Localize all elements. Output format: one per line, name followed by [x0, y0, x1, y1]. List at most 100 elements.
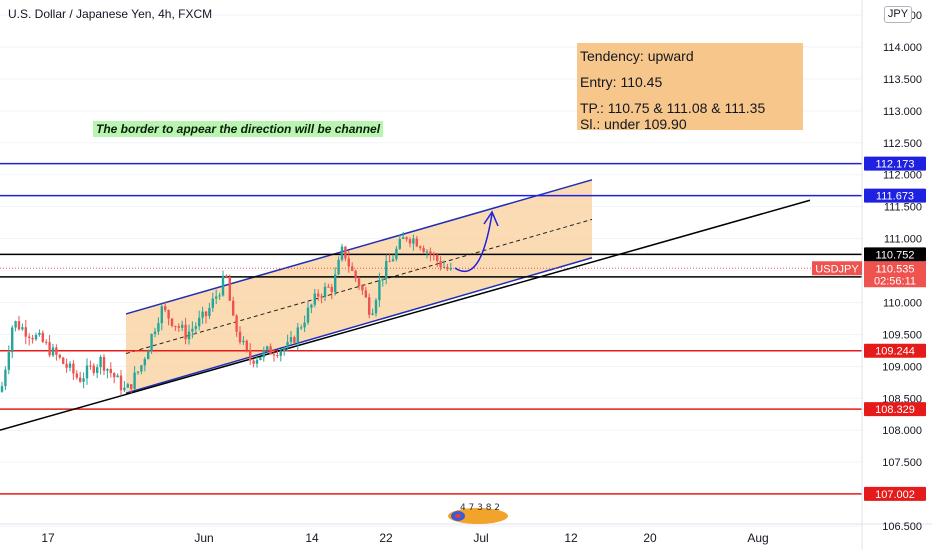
candle-body: [252, 360, 255, 364]
candle-body: [31, 338, 34, 340]
candle-body: [381, 278, 384, 281]
candle-body: [340, 246, 344, 260]
candle-body: [337, 259, 340, 275]
time-tick-label: Jul: [473, 531, 488, 545]
price-tick-label: 106.500: [882, 521, 922, 533]
time-tick-label: Aug: [747, 531, 768, 545]
candle-body: [232, 300, 235, 316]
candle-body: [11, 327, 14, 353]
candle-body: [425, 251, 429, 253]
candle-body: [58, 354, 61, 358]
candle-body: [374, 300, 378, 314]
candle-body: [255, 359, 259, 364]
time-tick-label: Jun: [194, 531, 213, 545]
candle-body: [85, 365, 89, 379]
price-tick-label: 114.000: [883, 42, 922, 54]
last-price-countdown: 02:56:11: [874, 275, 916, 287]
entry-text: Entry: 110.45: [580, 74, 663, 90]
candle-body: [119, 375, 123, 391]
candle-body: [286, 341, 289, 349]
candle-body: [184, 324, 187, 340]
candle-body: [388, 261, 391, 263]
candle-body: [327, 286, 330, 288]
candle-body: [221, 275, 225, 296]
level-tag-bg: [864, 343, 926, 358]
watermark-digits: 4 7 3 8 2: [460, 503, 500, 513]
time-tick-label: 14: [305, 531, 319, 545]
candle-body: [14, 321, 17, 328]
candle-body: [334, 274, 337, 293]
candle-body: [449, 268, 452, 270]
candle-body: [174, 325, 177, 327]
candle-body: [368, 297, 371, 315]
candle-body: [313, 293, 316, 305]
candle-body: [201, 311, 204, 318]
candle-body: [38, 332, 41, 335]
channel-note: The border to appear the direction will …: [93, 121, 384, 137]
support-trendline: [0, 199, 811, 431]
price-tick-label: 108.000: [882, 425, 922, 437]
price-tick-label: 107.500: [882, 457, 922, 469]
candle-body: [249, 350, 252, 361]
candle-body: [75, 373, 78, 378]
candle-body: [218, 295, 221, 297]
candle-body: [310, 304, 313, 308]
candle-body: [191, 328, 194, 332]
candle-body: [259, 357, 262, 360]
candle-body: [283, 348, 286, 351]
level-tag-label: 108.329: [875, 404, 915, 416]
candle-body: [150, 334, 153, 351]
author-watermark-logo: 4 7 3 8 2: [448, 503, 508, 524]
price-tick-label: 109.500: [882, 329, 922, 341]
level-tag-bg: [864, 486, 926, 501]
level-tag-bg: [864, 188, 926, 203]
candle-body: [415, 238, 418, 247]
candle-body: [89, 365, 92, 367]
currency-button[interactable]: JPY: [884, 6, 912, 23]
time-axis-ticks: 17 Jun 14 22 Jul 12 20 Aug: [41, 531, 768, 545]
candle-body: [235, 315, 238, 332]
candle-body: [446, 267, 449, 270]
candle-body: [96, 367, 99, 373]
time-tick-label: 17: [41, 531, 55, 545]
candle-body: [164, 306, 167, 311]
price-tick-label: 111.000: [884, 234, 922, 246]
candle-body: [72, 363, 75, 374]
level-tag-bg: [864, 402, 926, 417]
candle-body: [422, 248, 425, 253]
last-price-tag-bg: [864, 261, 926, 288]
candle-body: [17, 321, 21, 330]
candle-body: [364, 290, 367, 298]
price-level-tags: 112.173111.673110.752110.400109.244108.3…: [812, 156, 926, 501]
candle-body: [293, 337, 296, 343]
candle-body: [419, 246, 422, 249]
candle-body: [109, 368, 112, 374]
candle-body: [198, 317, 201, 327]
candle-body: [432, 254, 435, 256]
channel-median-line: [125, 218, 593, 355]
time-tick-label: 12: [564, 531, 578, 545]
time-tick-label: 22: [379, 531, 393, 545]
candle-body: [391, 259, 395, 262]
candle-body: [395, 248, 398, 260]
candle-body: [412, 238, 415, 244]
candle-body: [140, 365, 143, 372]
candle-body: [51, 347, 55, 356]
candle-body: [439, 260, 442, 268]
price-tick-label: 113.000: [883, 106, 922, 118]
candle-body: [354, 270, 357, 279]
candle-body: [330, 287, 333, 293]
candle-body: [113, 373, 116, 378]
chart-symbol-title[interactable]: U.S. Dollar / Japanese Yen, 4h, FXCM: [8, 7, 213, 21]
candle-body: [317, 293, 320, 297]
candle-body: [225, 275, 228, 277]
candle-body: [79, 377, 82, 382]
candle-body: [68, 363, 72, 368]
level-tag-label: 110.752: [876, 249, 915, 261]
candle-body: [408, 239, 412, 244]
candle-body: [204, 311, 208, 317]
last-price-value: 110.535: [876, 263, 915, 275]
candle-body: [279, 350, 282, 356]
candle-body: [82, 378, 85, 382]
candle-body: [351, 266, 354, 271]
